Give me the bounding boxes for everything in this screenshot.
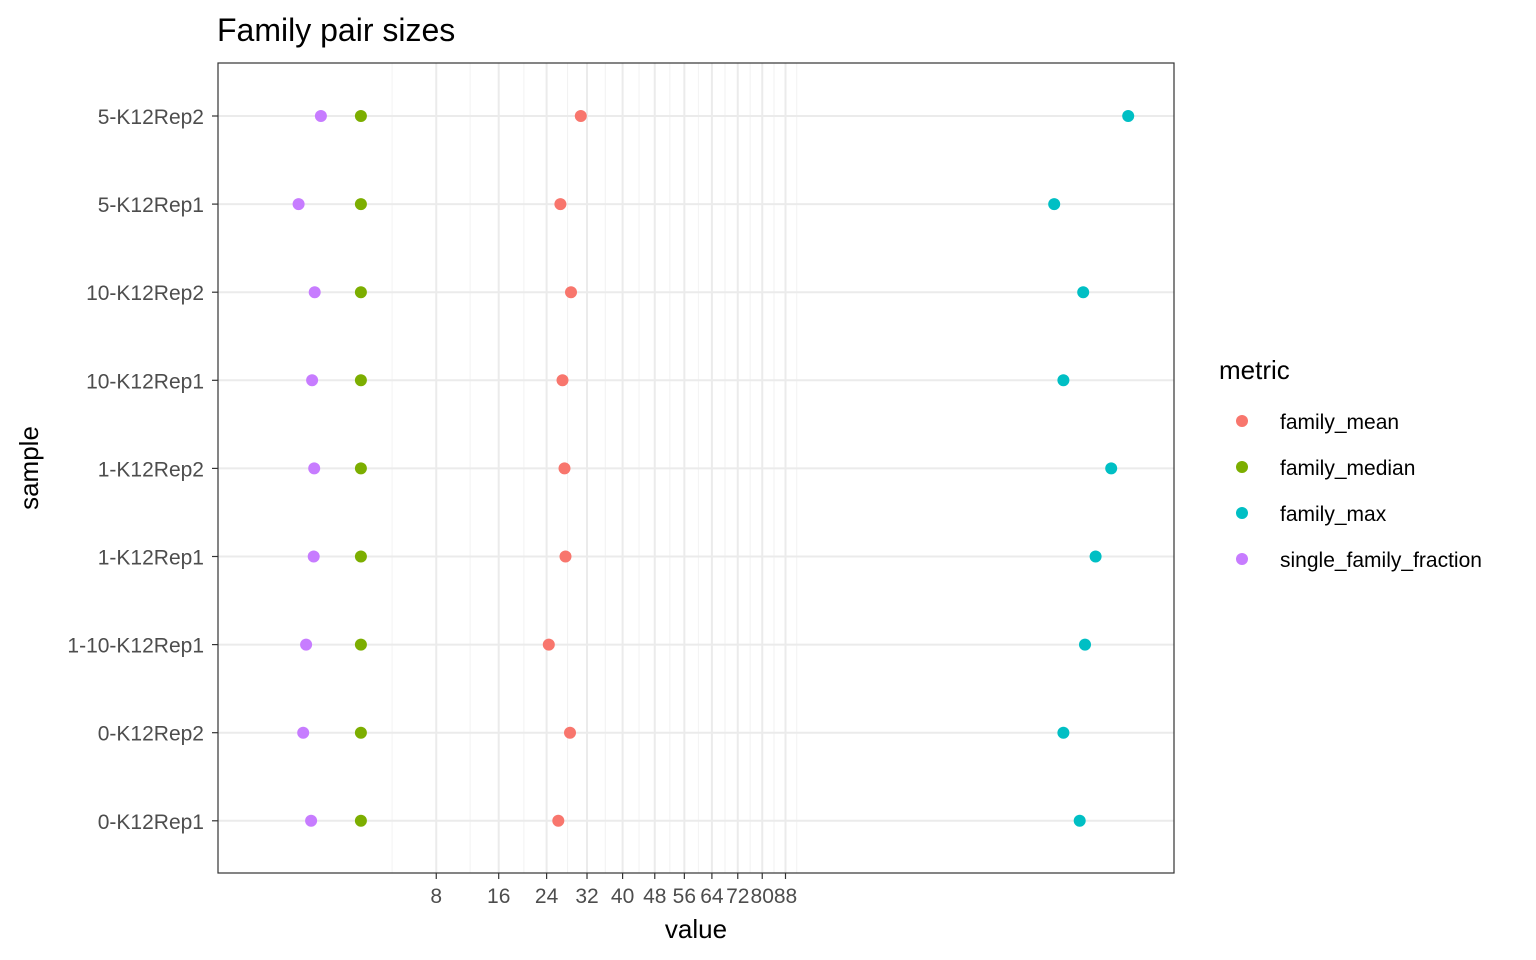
point-family_mean [565, 286, 577, 299]
point-family_max [1122, 110, 1135, 122]
legend-title: metric [1219, 355, 1290, 385]
point-family_median [354, 550, 367, 563]
point-family_mean [554, 198, 567, 211]
point-family_mean [556, 374, 569, 387]
point-family_max [1057, 374, 1070, 387]
point-family_median [354, 374, 367, 387]
point-family_mean [558, 462, 571, 475]
x-tick-label: 24 [535, 885, 559, 908]
point-family_median [354, 198, 367, 211]
point-family_median [354, 638, 367, 651]
point-single_family_fraction [306, 374, 319, 387]
legend-key-family_max [1236, 507, 1248, 519]
data-points [292, 110, 1135, 827]
point-single_family_fraction [308, 286, 321, 299]
point-family_mean [574, 110, 587, 122]
point-family_max [1079, 638, 1091, 651]
point-family_mean [542, 638, 555, 651]
x-tick-label: 64 [700, 885, 724, 908]
x-tick-label: 88 [774, 885, 797, 908]
point-family_median [354, 286, 367, 299]
point-family_median [354, 462, 367, 475]
point-family_median [354, 814, 367, 827]
y-tick-label: 10-K12Rep1 [86, 370, 204, 393]
point-family_max [1073, 814, 1086, 827]
point-single_family_fraction [307, 550, 320, 563]
point-family_max [1057, 726, 1070, 739]
x-tick-label: 56 [673, 885, 696, 908]
legend-key-single_family_fraction [1236, 553, 1248, 565]
x-axis-title: value [665, 914, 727, 944]
y-tick-label: 5-K12Rep1 [98, 194, 204, 217]
point-single_family_fraction [305, 814, 318, 827]
legend-key-family_median [1236, 461, 1248, 473]
x-tick-label: 16 [487, 885, 510, 908]
legend-key-family_mean [1236, 415, 1248, 427]
chart-title: Family pair sizes [217, 12, 455, 48]
grid [218, 63, 1174, 873]
point-single_family_fraction [292, 198, 305, 211]
y-tick-label: 1-10-K12Rep1 [67, 635, 204, 658]
point-family_mean [552, 814, 565, 827]
point-family_median [354, 726, 367, 739]
point-family_max [1077, 286, 1090, 299]
point-family_mean [559, 550, 572, 563]
y-tick-label: 0-K12Rep1 [98, 811, 204, 834]
y-tick-label: 10-K12Rep2 [86, 282, 204, 305]
legend-label-family_median: family_median [1280, 457, 1415, 480]
legend-label-family_mean: family_mean [1280, 411, 1399, 434]
point-family_max [1089, 550, 1102, 563]
x-tick-label: 8 [430, 885, 442, 908]
y-tick-label: 1-K12Rep1 [98, 547, 204, 570]
y-tick-label: 1-K12Rep2 [98, 458, 204, 481]
point-family_mean [564, 726, 576, 739]
point-single_family_fraction [314, 110, 327, 122]
x-tick-label: 72 [726, 885, 749, 908]
y-tick-label: 5-K12Rep2 [98, 106, 204, 129]
y-axis: 5-K12Rep2 5-K12Rep1 10-K12Rep2 10-K12Rep1 1-… [67, 106, 218, 834]
point-single_family_fraction [300, 638, 313, 651]
point-single_family_fraction [308, 462, 321, 475]
point-family_max [1048, 198, 1061, 211]
legend-label-family_max: family_max [1280, 503, 1387, 526]
legend: metric family_mean family_median family_ma… [1219, 355, 1482, 572]
point-single_family_fraction [297, 726, 310, 739]
x-tick-label: 48 [643, 885, 666, 908]
point-family_median [354, 110, 367, 122]
x-axis: 8 16 24 32 40 48 56 64 72 80 88 [430, 873, 797, 908]
x-tick-label: 32 [575, 885, 598, 908]
x-tick-label: 40 [611, 885, 634, 908]
legend-label-single_family_fraction: single_family_fraction [1280, 549, 1482, 572]
y-tick-label: 0-K12Rep2 [98, 723, 204, 746]
x-tick-label: 80 [751, 885, 774, 908]
y-axis-title: sample [14, 426, 44, 510]
point-family_max [1105, 462, 1118, 475]
